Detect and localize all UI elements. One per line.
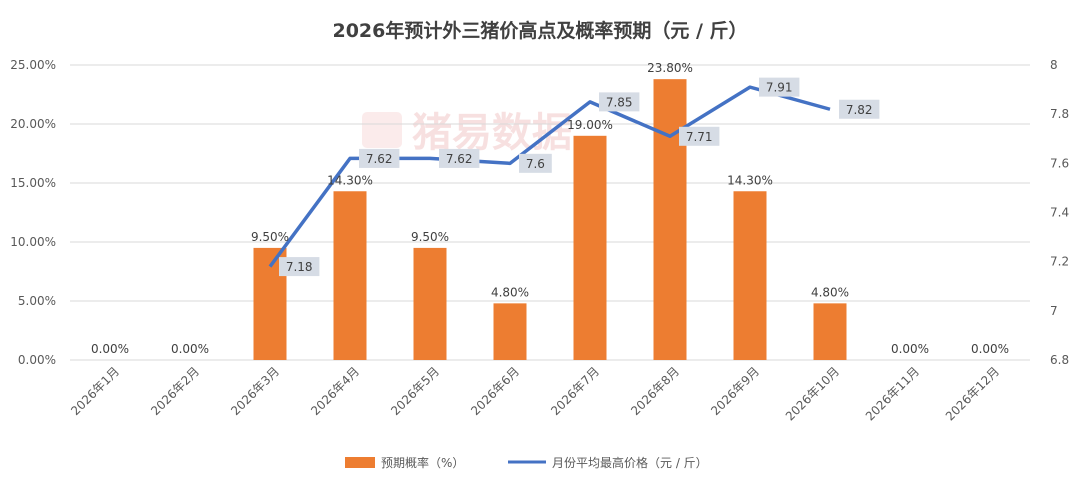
bar (813, 303, 847, 360)
x-tick-label: 2026年11月 (863, 364, 922, 423)
bar-value-label: 14.30% (327, 173, 373, 187)
x-tick-label: 2026年6月 (468, 364, 522, 418)
x-tick-label: 2026年10月 (783, 364, 842, 423)
y-right-tick-label: 7.4 (1050, 206, 1069, 220)
line-value-label: 7.62 (446, 152, 473, 166)
bar-value-label: 4.80% (491, 285, 529, 299)
legend-line-label: 月份平均最高价格（元 / 斤） (552, 455, 708, 470)
y-left-tick-label: 20.00% (10, 117, 56, 131)
bar-value-label: 23.80% (647, 61, 693, 75)
y-right-tick-label: 7 (1050, 304, 1058, 318)
bar (493, 303, 527, 360)
line-label-box (599, 92, 640, 112)
line-value-label: 7.62 (366, 152, 393, 166)
line-value-label: 7.71 (686, 130, 713, 144)
x-tick-label: 2026年4月 (308, 364, 362, 418)
x-tick-label: 2026年8月 (628, 364, 682, 418)
bar (333, 191, 367, 360)
y-left-tick-label: 25.00% (10, 58, 56, 72)
line-value-label: 7.18 (286, 260, 313, 274)
y-left-tick-label: 10.00% (10, 235, 56, 249)
y-right-tick-label: 7.8 (1050, 107, 1069, 121)
watermark-text: 猪易数据 (412, 110, 572, 156)
line-label-box (679, 126, 720, 146)
bar (733, 191, 767, 360)
bar (653, 79, 687, 360)
x-tick-label: 2026年9月 (708, 364, 762, 418)
bar-value-label: 0.00% (891, 342, 929, 356)
bar-value-label: 4.80% (811, 285, 849, 299)
y-left-tick-label: 5.00% (18, 294, 56, 308)
x-tick-label: 2026年7月 (548, 364, 602, 418)
bar-value-label: 0.00% (171, 342, 209, 356)
watermark: 猪易数据 (362, 110, 572, 156)
line-value-label: 7.6 (526, 157, 545, 171)
y-right-tick-label: 8 (1050, 58, 1058, 72)
x-tick-label: 2026年12月 (943, 364, 1002, 423)
line-label-box (359, 148, 400, 168)
line-label-box (759, 77, 800, 97)
bar-series (253, 79, 847, 360)
line-label-box (839, 99, 880, 119)
chart-title: 2026年预计外三猪价高点及概率预期（元 / 斤） (332, 19, 747, 42)
x-tick-label: 2026年1月 (68, 364, 122, 418)
data-labels: 0.00% 0.00% 9.50% 14.30% 9.50% 4.80% 19.00% 23.… (91, 61, 1009, 356)
y-right-tick-label: 7.6 (1050, 156, 1069, 170)
bar (413, 247, 447, 360)
line-label-box (279, 257, 320, 277)
gridlines (70, 64, 1030, 361)
line-value-label: 7.85 (606, 95, 633, 109)
line-value-label: 7.82 (846, 103, 873, 117)
bar-value-label: 0.00% (971, 342, 1009, 356)
bar-value-label: 14.30% (727, 173, 773, 187)
y-right-tick-label: 7.2 (1050, 255, 1069, 269)
y-left-tick-label: 0.00% (18, 353, 56, 367)
line-label-box (439, 148, 480, 168)
bar-value-label: 9.50% (251, 230, 289, 244)
line-value-label: 7.91 (766, 81, 793, 95)
y-right-tick-label: 6.8 (1050, 353, 1069, 367)
legend: 预期概率（%） 月份平均最高价格（元 / 斤） (345, 455, 708, 470)
bar-value-label: 9.50% (411, 230, 449, 244)
x-tick-label: 2026年5月 (388, 364, 442, 418)
watermark-logo-icon (362, 112, 402, 148)
legend-bar-swatch (345, 457, 375, 468)
line-label-box (519, 153, 552, 173)
bar-value-label: 19.00% (567, 118, 613, 132)
bar (573, 135, 607, 360)
y-left-tick-label: 15.00% (10, 176, 56, 190)
legend-bar-label: 预期概率（%） (381, 455, 464, 470)
x-tick-label: 2026年3月 (228, 364, 282, 418)
x-tick-label: 2026年2月 (148, 364, 202, 418)
bar-value-label: 0.00% (91, 342, 129, 356)
